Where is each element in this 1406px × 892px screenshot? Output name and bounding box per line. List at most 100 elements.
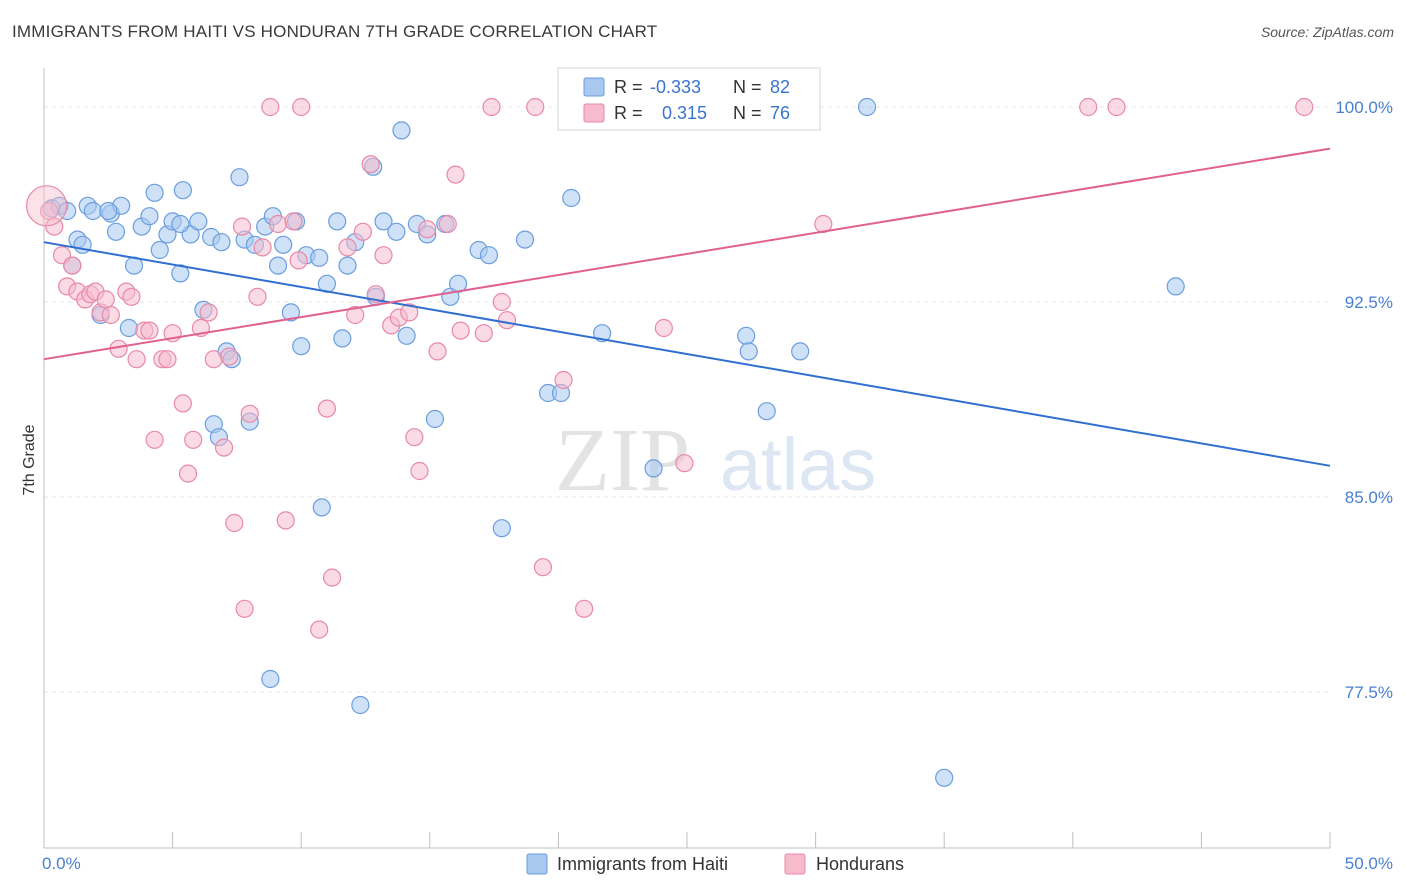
haiti-point xyxy=(857,97,877,117)
haiti-point xyxy=(171,214,190,234)
haiti-point xyxy=(145,183,164,202)
honduran-point xyxy=(178,464,198,483)
honduran-point xyxy=(1107,97,1126,117)
haiti-point xyxy=(310,248,329,267)
legend-r-value-haiti: -0.333 xyxy=(650,77,701,97)
honduran-point xyxy=(1295,97,1314,117)
honduran-point xyxy=(533,558,553,577)
haiti-point xyxy=(261,669,280,689)
watermark-zip: ZIP xyxy=(555,411,690,510)
honduran-point xyxy=(474,324,493,343)
watermark: ZIP atlas xyxy=(555,411,876,510)
haiti-point xyxy=(757,402,776,421)
haiti-point xyxy=(397,326,416,345)
honduran-point xyxy=(184,430,203,449)
y-tick-label: 85.0% xyxy=(1345,488,1393,507)
honduran-point xyxy=(235,599,254,618)
haiti-point xyxy=(492,519,511,538)
honduran-point xyxy=(276,511,295,530)
honduran-point xyxy=(438,214,457,234)
haiti-point xyxy=(515,230,535,249)
haiti-point xyxy=(99,201,118,221)
honduran-point xyxy=(204,350,223,369)
honduran-point xyxy=(346,305,365,325)
haiti-point xyxy=(374,212,393,231)
honduran-point xyxy=(497,311,517,330)
honduran-point xyxy=(292,97,311,117)
honduran-point xyxy=(232,217,252,236)
chart-title: IMMIGRANTS FROM HAITI VS HONDURAN 7TH GR… xyxy=(12,22,658,41)
y-tick-label: 92.5% xyxy=(1345,293,1393,312)
haiti-point xyxy=(593,324,612,343)
honduran-trend-line xyxy=(43,147,1331,361)
honduran-point xyxy=(1079,97,1098,117)
legend-r-label-honduran: R = xyxy=(614,103,643,123)
honduran-point xyxy=(220,347,239,366)
haiti-point xyxy=(312,498,331,517)
honduran-point xyxy=(446,165,465,184)
honduran-point xyxy=(482,97,501,117)
x-tick-label-min: 0.0% xyxy=(42,854,81,873)
haiti-point xyxy=(351,695,370,715)
haiti-point xyxy=(212,233,231,252)
haiti-point xyxy=(739,342,758,361)
honduran-point xyxy=(374,246,393,265)
honduran-point xyxy=(268,214,288,234)
haiti-point xyxy=(644,459,663,478)
legend-n-value-haiti: 82 xyxy=(770,77,790,97)
honduran-point xyxy=(575,599,594,618)
bottom-legend-label-honduran: Hondurans xyxy=(816,854,904,874)
honduran-point xyxy=(225,513,244,533)
haiti-point xyxy=(173,181,192,200)
x-tick-label-max: 50.0% xyxy=(1345,854,1393,873)
legend-r-value-honduran: 0.315 xyxy=(662,103,707,123)
honduran-point xyxy=(361,155,380,174)
honduran-point xyxy=(122,287,141,306)
bottom-legend-label-haiti: Immigrants from Haiti xyxy=(557,854,728,874)
legend-n-label-haiti: N = xyxy=(733,77,762,97)
series-honduran-points xyxy=(25,97,1314,639)
y-axis-label: 7th Grade xyxy=(21,424,38,495)
y-tick-label: 77.5% xyxy=(1345,683,1393,702)
honduran-point xyxy=(554,370,573,390)
honduran-point xyxy=(353,222,373,241)
haiti-point xyxy=(292,337,311,356)
haiti-point xyxy=(392,121,411,140)
honduran-point xyxy=(310,620,329,639)
haiti-trend-line xyxy=(43,241,1331,467)
haiti-point xyxy=(791,342,810,361)
honduran-point xyxy=(261,97,280,117)
legend-r-label-haiti: R = xyxy=(614,77,643,97)
bottom-legend-swatch-honduran xyxy=(784,853,806,875)
honduran-point xyxy=(145,430,164,449)
legend-n-value-honduran: 76 xyxy=(770,103,790,123)
haiti-point xyxy=(338,256,357,275)
honduran-point xyxy=(173,394,192,413)
top-legend: R = -0.333 N = 82 R = 0.315 N = 76 xyxy=(557,67,821,131)
haiti-point xyxy=(140,207,159,226)
haiti-point xyxy=(387,222,406,241)
honduran-point xyxy=(253,238,272,257)
haiti-point xyxy=(479,246,499,265)
haiti-point xyxy=(281,303,301,322)
honduran-point xyxy=(526,97,545,117)
legend-swatch-haiti xyxy=(583,77,605,97)
honduran-point xyxy=(410,461,429,481)
honduran-point-large xyxy=(25,185,68,227)
honduran-point xyxy=(322,568,342,587)
honduran-point xyxy=(338,238,357,257)
haiti-point xyxy=(189,212,208,231)
haiti-point xyxy=(274,235,293,254)
honduran-point xyxy=(405,428,424,447)
honduran-point xyxy=(451,321,470,340)
honduran-point xyxy=(127,350,146,369)
x-ticks xyxy=(43,832,1331,848)
haiti-point xyxy=(425,409,445,429)
haiti-point xyxy=(1166,277,1185,296)
honduran-point xyxy=(289,251,308,270)
legend-swatch-honduran xyxy=(583,103,605,123)
haiti-point xyxy=(562,188,581,208)
honduran-point xyxy=(418,220,437,239)
y-tick-label: 100.0% xyxy=(1335,98,1393,117)
